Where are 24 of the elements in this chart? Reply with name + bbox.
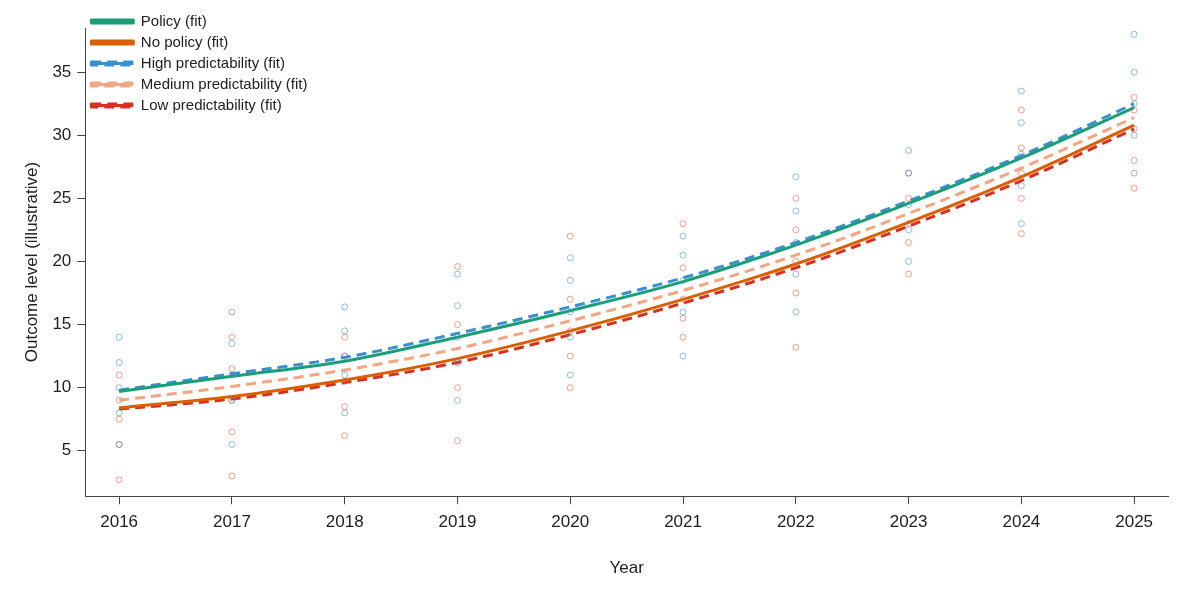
x-axis-title: Year — [609, 558, 645, 578]
y-tick-label: 30 — [52, 124, 72, 144]
x-tick-label: 2018 — [325, 512, 364, 532]
legend-label: Policy (fit) — [140, 11, 207, 29]
x-tick-label: 2017 — [213, 512, 251, 532]
legend-label: No policy (fit) — [140, 32, 229, 50]
y-tick-label: 5 — [61, 440, 72, 460]
legend-label: Medium predictability (fit) — [140, 74, 308, 92]
y-tick-label: 35 — [52, 61, 72, 81]
legend-label: Low predictability (fit) — [140, 95, 282, 113]
x-tick-label: 2025 — [1115, 512, 1154, 532]
x-tick-label: 2022 — [776, 512, 815, 532]
x-tick-label: 2024 — [1002, 512, 1041, 532]
y-tick-label: 20 — [52, 251, 72, 271]
y-tick-label: 25 — [52, 188, 72, 208]
y-axis-title: Outcome level (illustrative) — [21, 161, 41, 363]
x-tick-label: 2020 — [551, 512, 590, 532]
y-tick-label: 10 — [52, 377, 72, 397]
legend-label: High predictability (fit) — [140, 53, 286, 71]
y-tick-label: 15 — [52, 314, 72, 334]
x-tick-label: 2016 — [100, 512, 139, 532]
x-tick-label: 2021 — [664, 512, 702, 532]
x-tick-label: 2023 — [889, 512, 928, 532]
x-tick-label: 2019 — [438, 512, 477, 532]
